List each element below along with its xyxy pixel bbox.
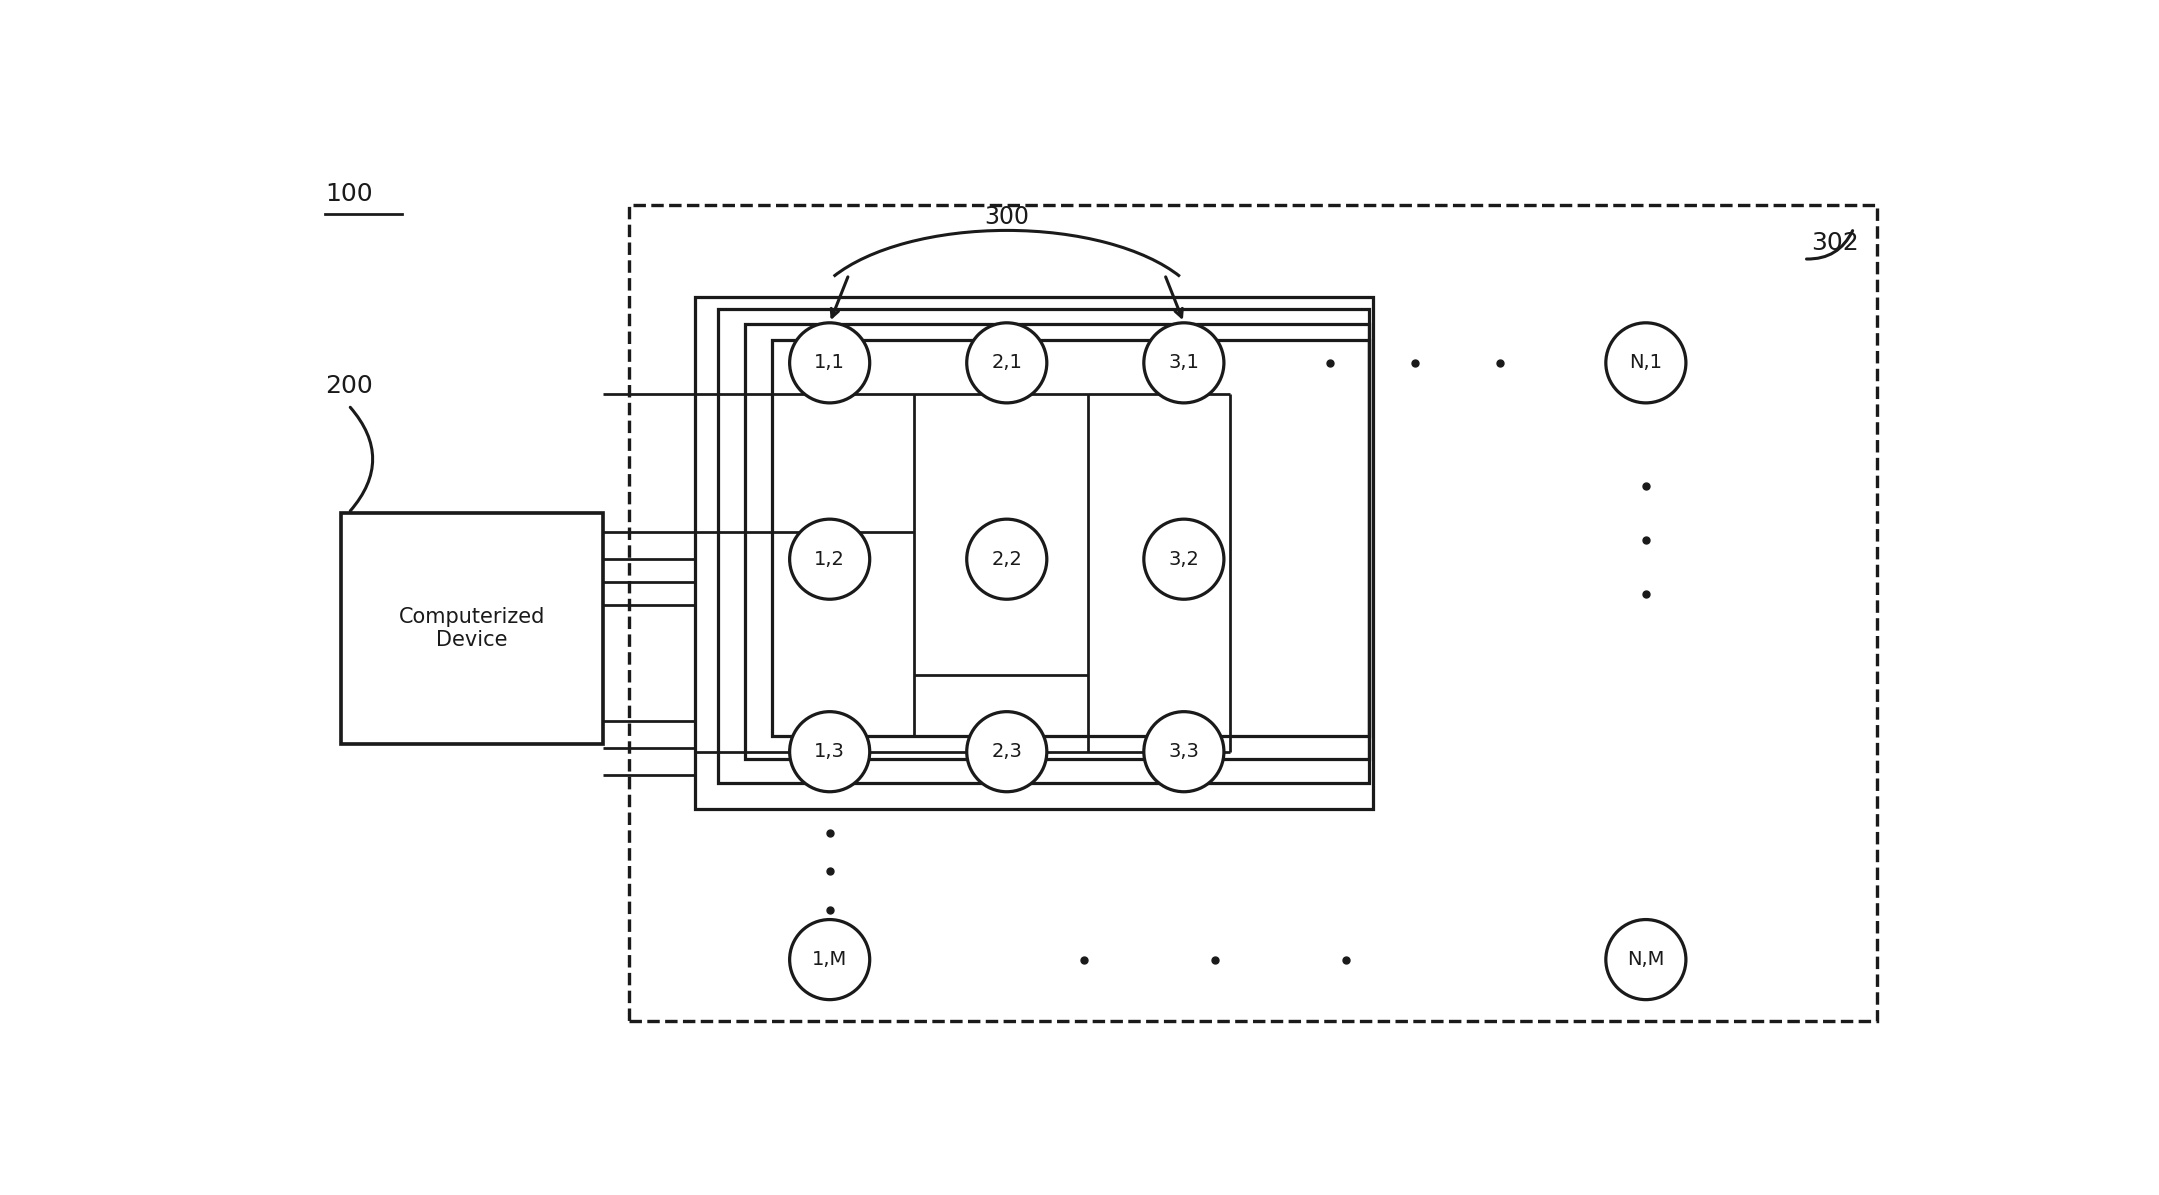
Bar <box>695 298 1373 809</box>
Ellipse shape <box>790 323 870 403</box>
Text: 2,1: 2,1 <box>991 354 1021 373</box>
Text: Computerized
Device: Computerized Device <box>399 607 544 650</box>
Text: 3,1: 3,1 <box>1168 354 1198 373</box>
Ellipse shape <box>1606 323 1686 403</box>
Bar <box>773 339 1369 736</box>
Text: 1,M: 1,M <box>812 950 846 969</box>
Text: 302: 302 <box>1811 232 1859 256</box>
Text: 1,2: 1,2 <box>814 550 844 569</box>
Ellipse shape <box>790 519 870 599</box>
Ellipse shape <box>1144 712 1224 792</box>
Text: 300: 300 <box>985 204 1030 228</box>
Text: 2,2: 2,2 <box>991 550 1021 569</box>
Text: N,1: N,1 <box>1630 354 1662 373</box>
Text: 3,3: 3,3 <box>1168 742 1198 761</box>
Text: 3,2: 3,2 <box>1168 550 1198 569</box>
Ellipse shape <box>967 712 1047 792</box>
Bar <box>341 513 602 744</box>
Bar <box>719 310 1369 783</box>
Text: 200: 200 <box>326 374 374 398</box>
Text: 1,1: 1,1 <box>814 354 844 373</box>
Text: 2,3: 2,3 <box>991 742 1021 761</box>
Ellipse shape <box>1144 519 1224 599</box>
Ellipse shape <box>790 712 870 792</box>
Bar <box>745 324 1369 759</box>
Bar <box>630 206 1876 1022</box>
Ellipse shape <box>1606 920 1686 1000</box>
Ellipse shape <box>967 519 1047 599</box>
Ellipse shape <box>967 323 1047 403</box>
Ellipse shape <box>790 920 870 1000</box>
Text: 100: 100 <box>326 182 374 206</box>
Text: 1,3: 1,3 <box>814 742 844 761</box>
Ellipse shape <box>1144 323 1224 403</box>
Text: N,M: N,M <box>1628 950 1665 969</box>
